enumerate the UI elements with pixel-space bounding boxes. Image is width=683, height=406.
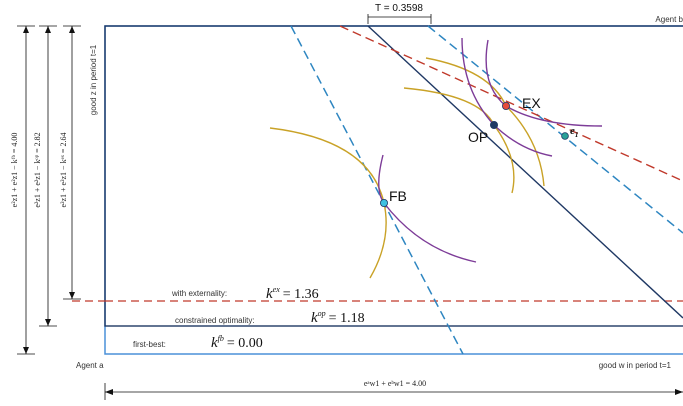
ex-point (501, 102, 510, 111)
indifference-curve-b-fb (378, 154, 477, 263)
measure-ex: e²z1 + e²z1 − kᵉˣ = 2.64 (59, 133, 68, 208)
externality-price-line (339, 25, 683, 182)
vertical-arrowheads (23, 26, 75, 354)
regime-fb-label: first-best: (133, 340, 166, 349)
indifference-curve-a-ex (425, 57, 545, 187)
constrained-price-line (427, 25, 683, 234)
agent-a-label: Agent a (76, 361, 104, 370)
width-measure: eᵃw1 + eᵇw1 = 4.00 (104, 379, 683, 400)
vertical-measures (17, 25, 81, 355)
agent-b-label: Agent b (655, 15, 683, 24)
indifference-curve-a-fb (269, 127, 387, 279)
regime-fb-sup: fb (218, 334, 224, 343)
regime-fb-formula: kfb = 0.00 (211, 334, 263, 351)
op-label: OP (468, 129, 488, 145)
constrained-budget-line (367, 25, 683, 319)
firstbest-price-line (290, 25, 464, 355)
regime-op-value: = 1.18 (329, 311, 365, 326)
ex-label: EX (522, 95, 541, 111)
x-axis-label: good w in period t=1 (599, 361, 672, 370)
tax-label: T = 0.3598 (375, 3, 423, 14)
regime-ex-sup: ex (273, 285, 281, 294)
op-point (489, 121, 498, 130)
regime-op-sup: op (318, 309, 326, 318)
measure-fb: e²z1 + e²z1 − kᶠᵇ = 4.00 (10, 133, 19, 208)
indifference-curve-a-op (403, 87, 515, 194)
fb-point (379, 198, 388, 207)
width-measure-label: eᵃw1 + eᵇw1 = 4.00 (364, 379, 426, 388)
endowment-subscript: 1 (575, 131, 579, 139)
endowment-label: e1 (570, 125, 578, 139)
regime-ex-formula: kex = 1.36 (266, 285, 319, 302)
tax-bracket: T = 0.3598 (367, 3, 432, 24)
regime-op-formula: kop = 1.18 (311, 309, 365, 326)
regime-ex-value: = 1.36 (283, 287, 319, 302)
indifference-curve-b-ex (485, 39, 603, 127)
endowment-letter: e (570, 125, 575, 137)
fb-label: FB (389, 188, 407, 204)
endowment-point (561, 132, 569, 140)
regime-op-label: constrained optimality: (175, 316, 255, 325)
measure-op: e²z1 + e²z1 − kᵒᵖ = 2.82 (33, 132, 42, 207)
regime-ex-label: with externality: (171, 289, 227, 298)
constrained-box (104, 25, 683, 327)
regime-fb-value: = 0.00 (227, 336, 263, 351)
y-axis-label: good z in period t=1 (89, 44, 98, 115)
